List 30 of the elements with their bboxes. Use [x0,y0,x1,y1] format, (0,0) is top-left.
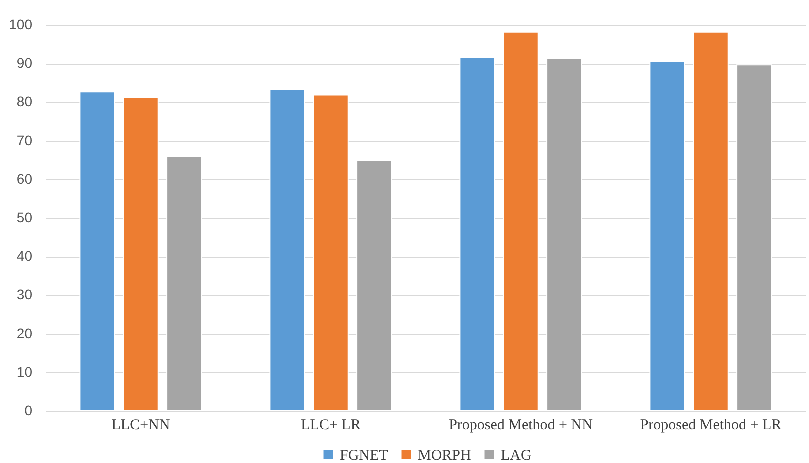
y-tick-label: 10 [16,364,33,380]
bar [650,62,686,412]
bar [736,64,772,412]
bar [270,89,306,412]
y-tick-label: 80 [16,94,33,110]
x-tick-label: Proposed Method + NN [449,418,594,434]
y-tick-label: 100 [9,16,33,32]
legend-label: FGNET [340,448,388,463]
bar [80,92,116,412]
bar [460,57,496,412]
bar [166,156,202,412]
legend-label: MORPH [418,448,472,463]
x-tick-label: LLC+ LR [301,418,361,434]
x-tick-label: LLC+NN [112,418,170,434]
x-tick-label: Proposed Method + LR [640,418,782,434]
y-tick-label: 20 [16,325,33,342]
y-tick-label: 90 [16,55,33,72]
bar [693,32,729,412]
bar [313,94,349,412]
y-tick-label: 50 [16,210,33,226]
bar [503,32,539,412]
y-tick-label: 30 [16,286,33,303]
legend-label: LAG [501,448,532,463]
bar [123,97,159,412]
bar [356,160,392,412]
y-tick-label: 40 [16,248,33,264]
y-tick-label: 60 [16,170,33,187]
y-tick-label: 0 [24,402,33,418]
y-tick-label: 70 [16,132,33,148]
bar [546,58,582,412]
